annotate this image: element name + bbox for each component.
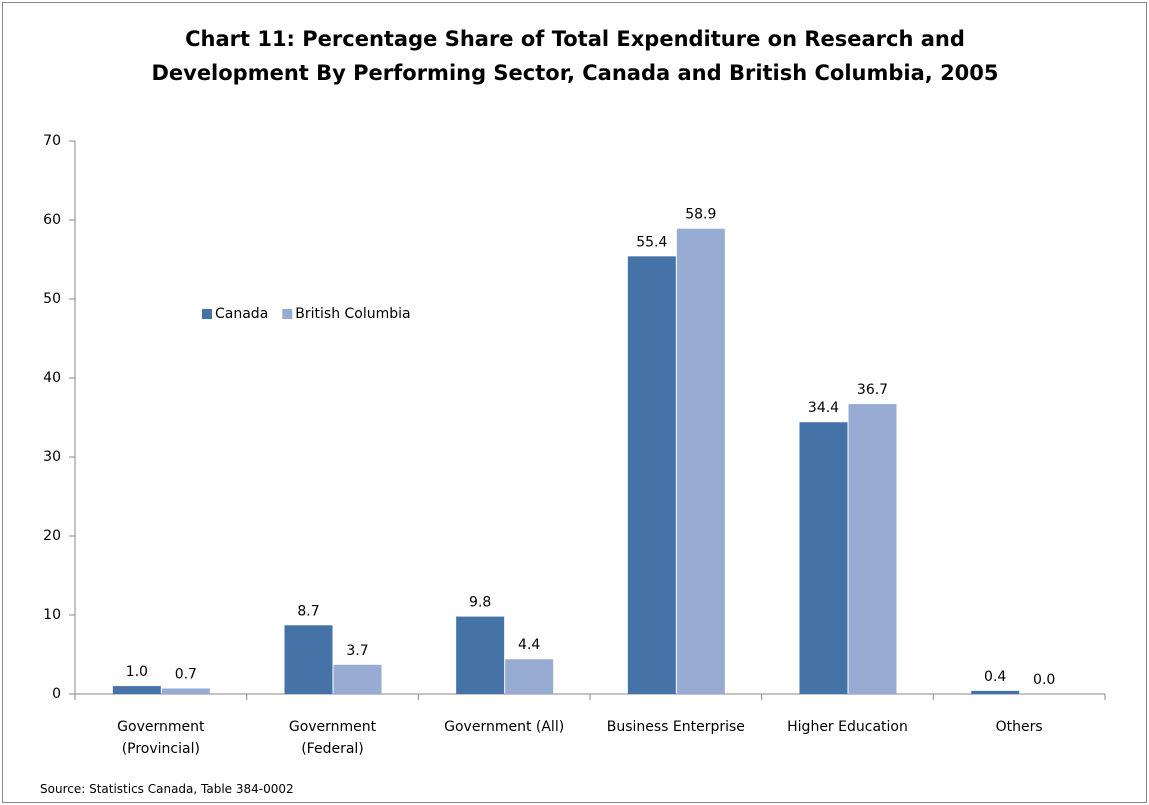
x-tick-label: Government (Provincial) (117, 719, 205, 757)
data-label: 0.0 (1033, 672, 1055, 688)
legend-swatch (282, 309, 293, 319)
x-tick-label: Others (995, 719, 1043, 735)
data-label: 9.8 (469, 595, 491, 611)
bar (799, 422, 848, 694)
bar (456, 616, 505, 694)
bar (161, 688, 210, 694)
data-label: 4.4 (518, 637, 540, 653)
data-label: 0.7 (175, 666, 197, 682)
y-tick-label: 0 (52, 686, 61, 702)
y-tick-label: 30 (43, 449, 61, 465)
x-tick-label: Higher Education (787, 719, 908, 735)
data-label: 3.7 (346, 643, 368, 659)
legend-label: Canada (215, 306, 268, 322)
bar (333, 664, 382, 694)
y-tick-label: 70 (43, 133, 61, 149)
bar (848, 404, 897, 694)
y-tick-label: 40 (43, 370, 61, 386)
data-label: 34.4 (808, 400, 839, 416)
bar (284, 625, 333, 694)
data-label: 0.4 (984, 669, 1006, 685)
bar (676, 228, 725, 694)
legend-swatch (202, 309, 212, 319)
x-tick-label: Business Enterprise (606, 719, 745, 735)
bar (971, 690, 1020, 694)
source-note: Source: Statistics Canada, Table 384-000… (40, 782, 294, 796)
y-tick-label: 50 (43, 291, 61, 307)
bar (112, 686, 161, 694)
data-label: 8.7 (297, 603, 319, 619)
chart-title: Chart 11: Percentage Share of Total Expe… (151, 27, 999, 85)
y-tick-label: 20 (43, 528, 61, 544)
bar (505, 659, 554, 694)
data-label: 55.4 (636, 234, 667, 250)
bar (627, 256, 676, 694)
y-tick-label: 60 (43, 212, 61, 228)
x-tick-label: Government (Federal) (288, 719, 377, 757)
data-label: 36.7 (857, 382, 888, 398)
legend-label: British Columbia (295, 306, 410, 322)
data-label: 58.9 (685, 207, 716, 223)
data-label: 1.0 (126, 664, 148, 680)
y-tick-label: 10 (43, 607, 61, 623)
x-tick-label: Government (All) (444, 719, 565, 735)
